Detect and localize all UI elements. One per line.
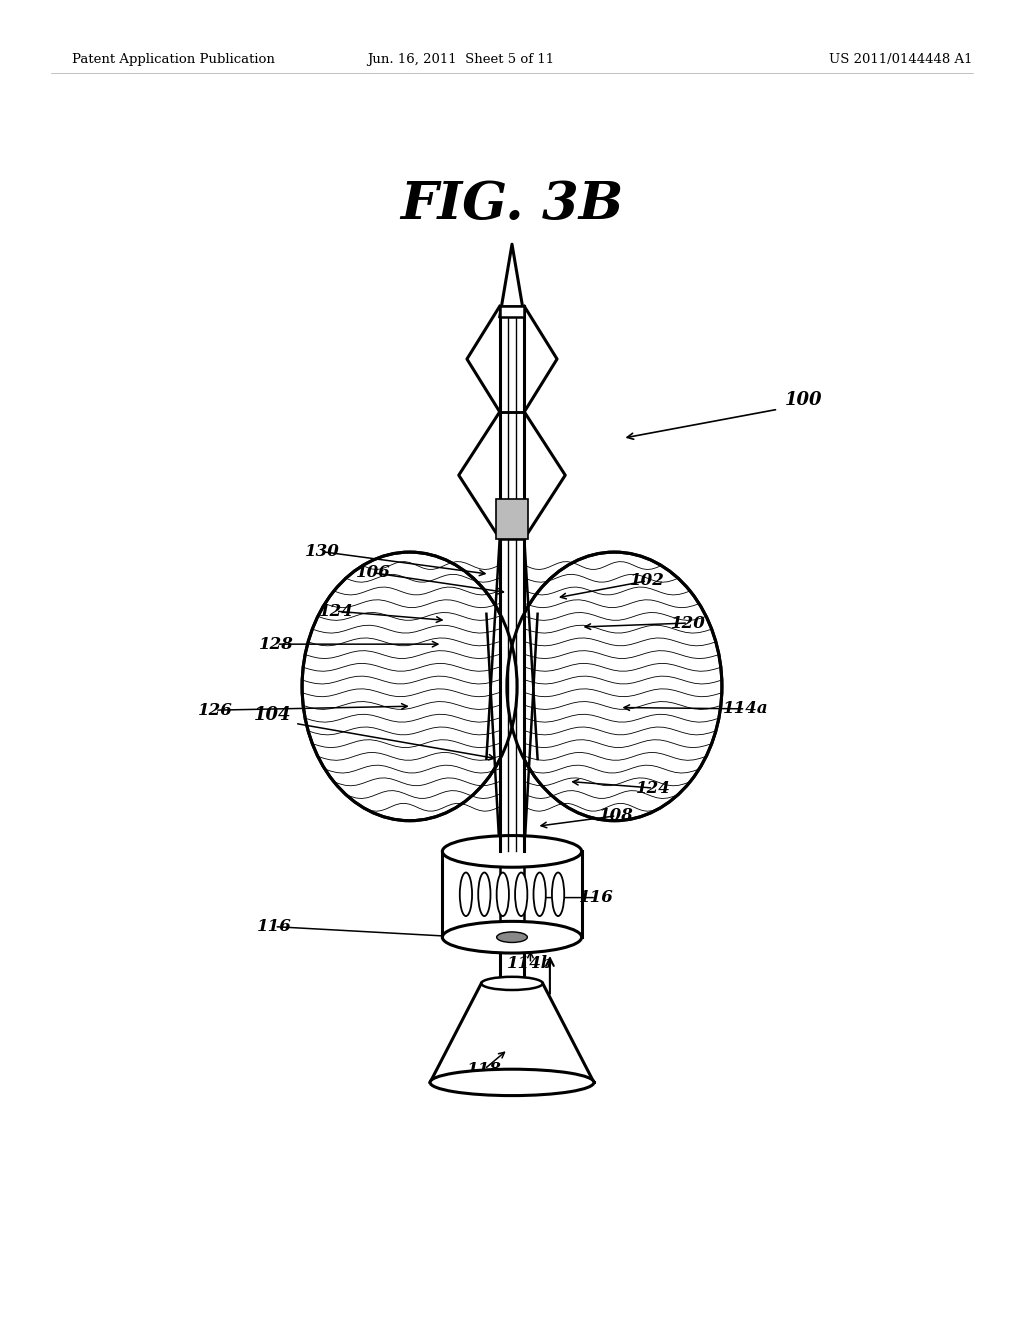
Ellipse shape — [478, 873, 490, 916]
Text: 116: 116 — [579, 890, 613, 906]
Text: 128: 128 — [259, 636, 294, 652]
Text: 114a: 114a — [723, 701, 768, 717]
Text: Jun. 16, 2011  Sheet 5 of 11: Jun. 16, 2011 Sheet 5 of 11 — [368, 53, 554, 66]
Text: 126: 126 — [198, 702, 232, 718]
Ellipse shape — [552, 873, 564, 916]
Ellipse shape — [507, 552, 722, 821]
Ellipse shape — [430, 1069, 594, 1096]
Text: 120: 120 — [671, 615, 706, 631]
Text: US 2011/0144448 A1: US 2011/0144448 A1 — [829, 53, 973, 66]
Ellipse shape — [460, 873, 472, 916]
Text: 106: 106 — [356, 565, 391, 581]
Text: 116: 116 — [257, 919, 292, 935]
Ellipse shape — [481, 977, 543, 990]
Ellipse shape — [442, 921, 582, 953]
Ellipse shape — [515, 873, 527, 916]
Polygon shape — [459, 412, 565, 539]
Ellipse shape — [497, 932, 527, 942]
Text: 100: 100 — [785, 391, 822, 409]
Text: 118: 118 — [467, 1061, 502, 1077]
Text: 124: 124 — [636, 780, 671, 796]
Text: FIG. 3B: FIG. 3B — [400, 180, 624, 230]
Ellipse shape — [302, 552, 517, 821]
Bar — [442, 851, 582, 937]
Text: 114b: 114b — [507, 956, 554, 972]
Ellipse shape — [534, 873, 546, 916]
Text: Patent Application Publication: Patent Application Publication — [72, 53, 274, 66]
Ellipse shape — [497, 873, 509, 916]
Text: 108: 108 — [599, 808, 634, 824]
Bar — [500, 306, 524, 317]
Polygon shape — [467, 306, 557, 412]
Bar — [496, 499, 528, 539]
Text: 102: 102 — [630, 573, 665, 589]
Bar — [499, 536, 525, 837]
Text: 124: 124 — [318, 603, 353, 619]
Text: 130: 130 — [305, 544, 340, 560]
Ellipse shape — [442, 836, 582, 867]
Text: 104: 104 — [254, 706, 291, 725]
